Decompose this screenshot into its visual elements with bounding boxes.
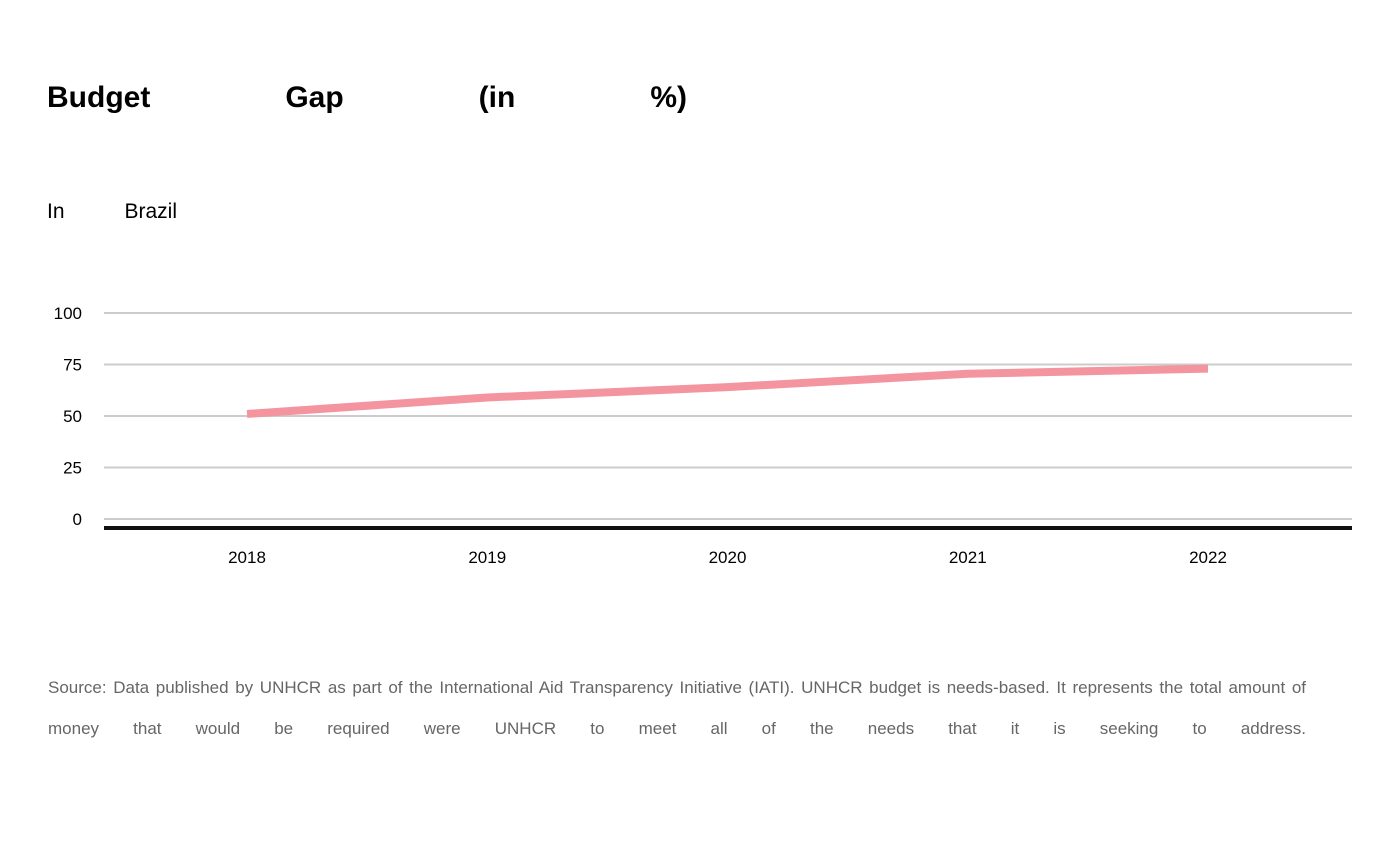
line-chart: 0 25 50 75 100 2018 2019 2020 2021 2022 xyxy=(54,304,1352,567)
gridlines xyxy=(104,312,1352,520)
source-note: Source: Data published by UNHCR as part … xyxy=(48,678,1306,738)
x-tick-label: 2022 xyxy=(1189,548,1227,567)
y-tick-label: 75 xyxy=(63,356,82,375)
x-tick-label: 2021 xyxy=(949,548,987,567)
chart-subtitle: In Brazil xyxy=(47,200,177,223)
x-tick-label: 2018 xyxy=(228,548,266,567)
y-tick-label: 25 xyxy=(63,459,82,478)
y-tick-label: 0 xyxy=(73,510,82,529)
y-tick-label: 100 xyxy=(54,304,82,323)
series-line xyxy=(246,364,1209,418)
y-axis-ticks: 0 25 50 75 100 xyxy=(54,304,82,529)
x-tick-label: 2019 xyxy=(468,548,506,567)
y-tick-label: 50 xyxy=(63,407,82,426)
chart-title: Budget Gap (in %) xyxy=(47,81,687,114)
x-tick-label: 2020 xyxy=(709,548,747,567)
x-axis-ticks: 2018 2019 2020 2021 2022 xyxy=(228,548,1227,567)
series-group xyxy=(246,364,1209,418)
